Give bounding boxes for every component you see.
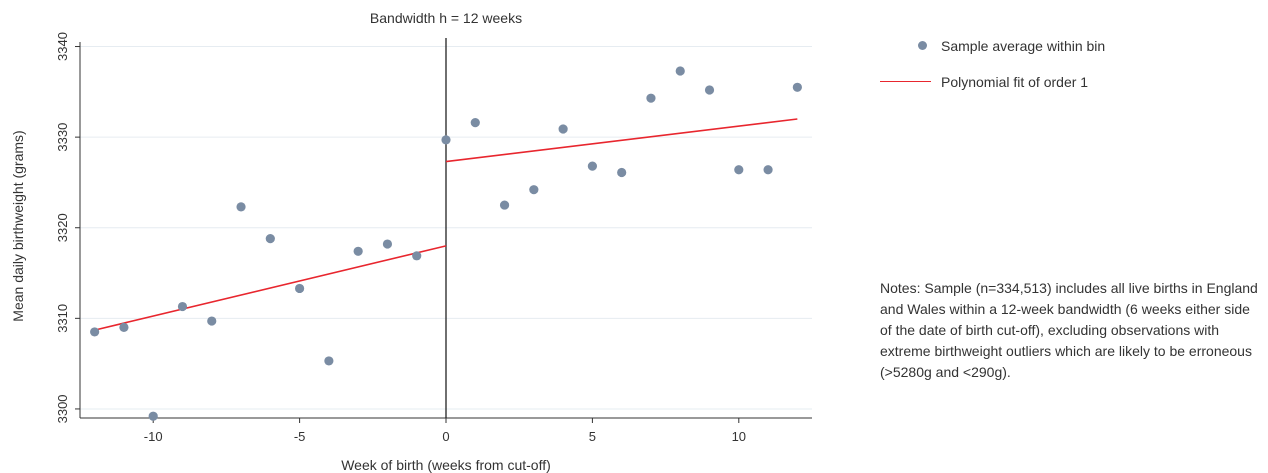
chart: 3300 3310 3320 3330 3340 -10 -5 0 5 10 Bandwidth … [10,10,812,473]
data-point [558,124,568,134]
legend-label-scatter: Sample average within bin [941,38,1106,54]
x-tick-label: -5 [294,429,306,444]
data-point [353,246,363,256]
legend-label-fit: Polynomial fit of order 1 [941,74,1089,90]
x-tick-label: 0 [442,429,449,444]
data-point [792,82,802,92]
fit-line-segment-1 [94,245,447,331]
data-point [236,202,246,212]
data-point [295,283,305,294]
y-axis-label: Mean daily birthweight (grams) [10,130,26,321]
notes-text: Notes: Sample (n=334,513) includes all l… [880,280,1258,380]
data-point [324,356,334,366]
data-point [704,85,715,95]
scatter-points [90,66,802,421]
x-tick-label: 10 [732,429,746,444]
data-point [470,118,480,128]
data-point [675,66,685,76]
legend-line-icon [880,81,931,82]
x-axis-label: Week of birth (weeks from cut-off) [341,457,551,473]
data-point [617,167,627,178]
y-tick-label: 3340 [55,32,70,61]
legend: Sample average within bin Polynomial fit… [880,36,1260,108]
data-point [441,135,451,145]
fit-line-segment-2 [445,118,798,163]
chart-title: Bandwidth h = 12 weeks [370,10,522,26]
axis-ticks: 3300 3310 3320 3330 3340 -10 -5 0 5 10 [55,32,746,444]
data-point [763,165,773,175]
data-point [119,322,129,332]
legend-item-fit: Polynomial fit of order 1 [880,72,1260,92]
legend-dot-icon [918,41,927,50]
data-point [499,200,510,210]
data-point [734,165,744,175]
data-point [646,93,656,103]
data-point [148,411,158,421]
y-tick-label: 3300 [55,394,70,423]
legend-item-scatter: Sample average within bin [880,36,1260,56]
x-tick-label: 5 [589,429,596,444]
y-tick-label: 3310 [55,304,70,333]
data-point [382,239,393,249]
x-tick-label: -10 [144,429,163,444]
data-point [207,316,217,326]
data-point [90,327,100,337]
data-point [265,234,275,244]
data-point [529,185,539,195]
data-point [587,161,598,171]
data-point [177,301,188,312]
data-point [412,251,422,261]
fit-lines [94,118,798,331]
y-tick-label: 3320 [55,213,70,242]
y-tick-label: 3330 [55,123,70,152]
